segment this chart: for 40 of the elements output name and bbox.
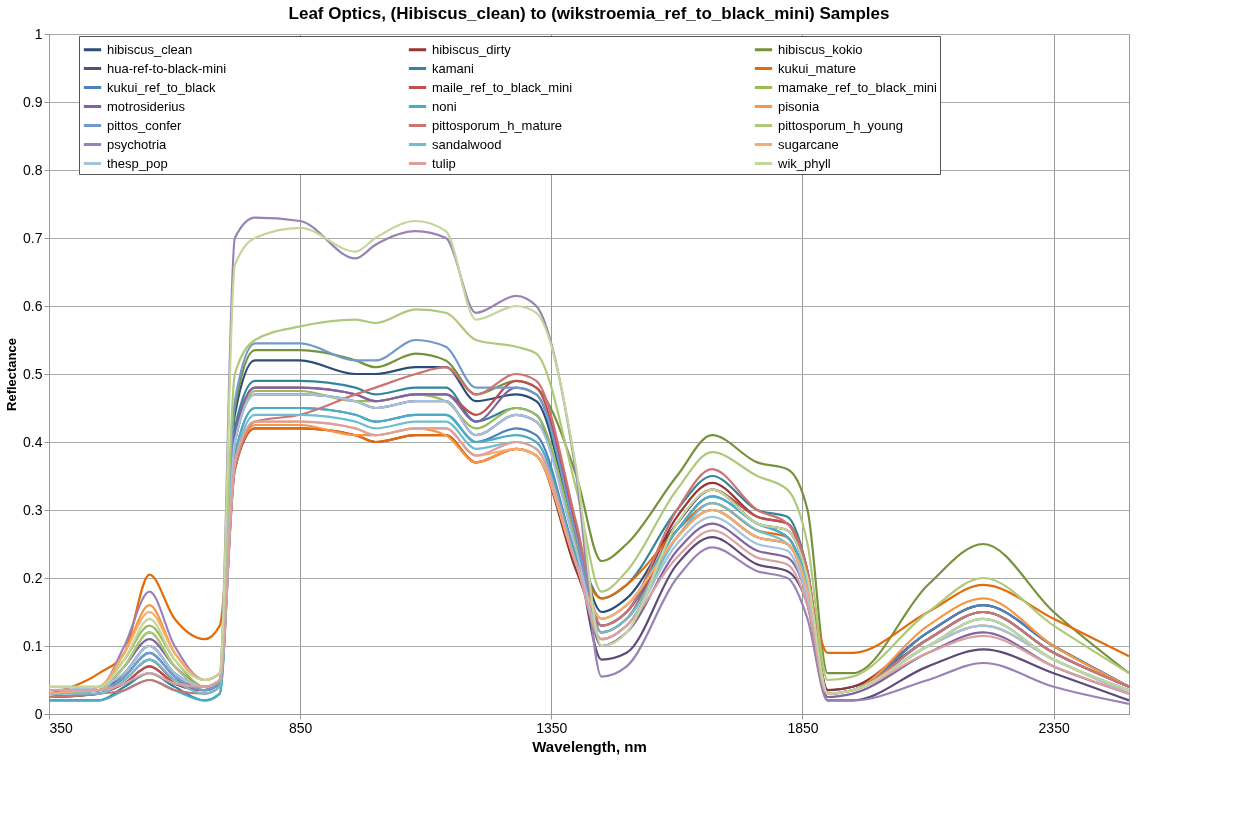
legend-label: hua-ref-to-black-mini (107, 60, 227, 76)
x-axis-title: Wavelength, nm (532, 737, 647, 755)
y-tick-label: 0.2 (23, 569, 43, 586)
legend-label: pittosporum_h_young (778, 117, 904, 133)
legend-label: hibiscus_clean (107, 41, 193, 57)
legend-label: kukui_ref_to_black (107, 79, 216, 95)
legend-label: noni (432, 98, 457, 114)
legend-label: mamake_ref_to_black_mini (778, 79, 938, 95)
legend-label: sugarcane (778, 136, 839, 152)
x-tick-label: 2350 (1038, 719, 1070, 736)
legend-label: hibiscus_dirty (432, 41, 512, 57)
y-tick-label: 0.6 (23, 297, 43, 314)
legend-label: tulip (432, 155, 456, 171)
chart-title: Leaf Optics, (Hibiscus_clean) to (wikstroemia_ref_to_black_mini) Samples (288, 4, 890, 23)
y-tick-label: 1 (34, 25, 43, 42)
y-tick-label: 0.8 (23, 161, 43, 178)
x-tick-label: 850 (288, 719, 313, 736)
y-tick-label: 0.1 (23, 637, 43, 654)
y-tick-label: 0.9 (23, 93, 43, 110)
y-tick-label: 0.5 (23, 365, 43, 382)
legend-label: kukui_mature (778, 60, 857, 76)
x-tick-label: 1350 (536, 719, 568, 736)
legend-label: thesp_pop (107, 155, 168, 171)
legend-label: pittos_confer (107, 117, 183, 133)
x-tick-label: 1850 (787, 719, 819, 736)
legend-label: psychotria (107, 136, 168, 152)
legend-label: pittosporum_h_mature (432, 117, 563, 133)
y-tick-label: 0.4 (23, 433, 43, 450)
x-tick-label: 350 (49, 719, 74, 736)
y-tick-label: 0.3 (23, 501, 43, 518)
y-axis-title: Reflectance (4, 338, 20, 411)
legend-label: sandalwood (432, 136, 502, 152)
legend-label: kamani (432, 60, 475, 76)
legend-label: motrosiderius (107, 98, 186, 114)
legend-label: pisonia (778, 98, 820, 114)
legend-label: hibiscus_kokio (778, 41, 863, 57)
legend-label: wik_phyll (777, 155, 831, 171)
legend-label: maile_ref_to_black_mini (432, 79, 573, 95)
y-tick-label: 0.7 (23, 229, 43, 246)
y-tick-label: 0 (34, 705, 43, 722)
